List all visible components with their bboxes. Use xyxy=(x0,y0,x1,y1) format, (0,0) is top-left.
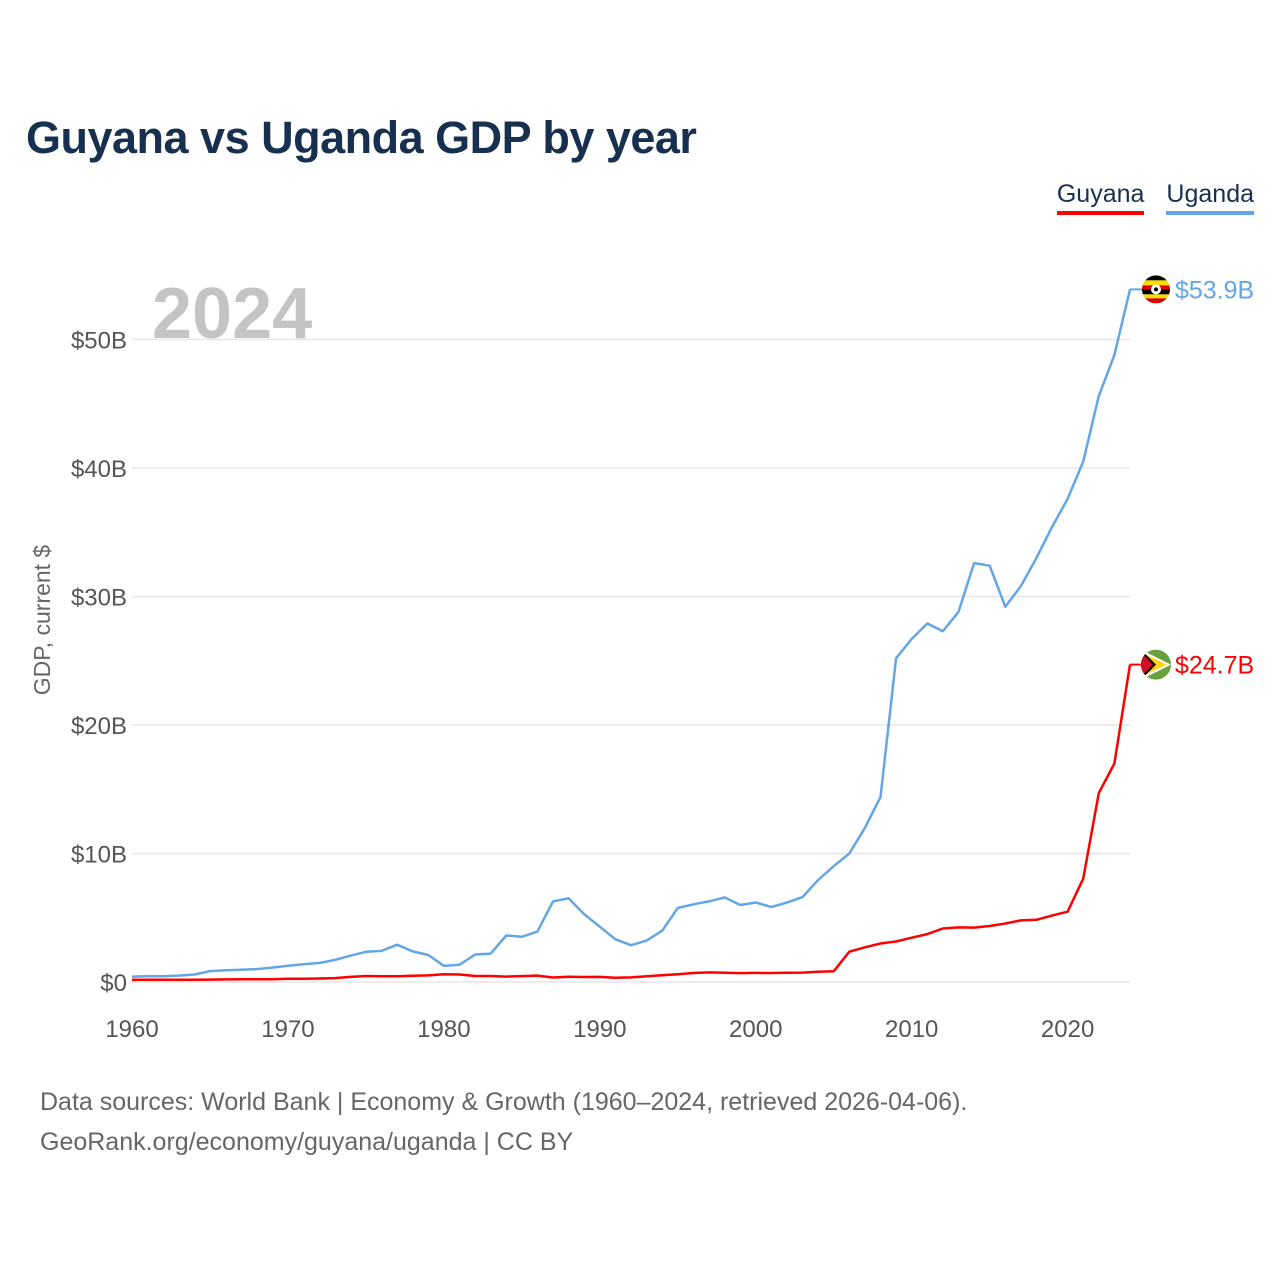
y-tick-label: $10B xyxy=(71,842,127,869)
y-axis-ticks: $0 $10B $20B $30B $40B $50B xyxy=(71,328,127,998)
y-tick-label: $20B xyxy=(71,713,127,740)
y-tick-label: $0 xyxy=(100,970,127,997)
legend-item-uganda[interactable]: Uganda xyxy=(1166,180,1254,215)
x-tick-label: 1980 xyxy=(417,1016,470,1043)
guyana-flag-icon xyxy=(1141,649,1171,680)
x-tick-label: 1990 xyxy=(573,1016,626,1043)
series-line-guyana[interactable] xyxy=(131,664,1132,982)
uganda-flag-icon xyxy=(1142,275,1170,304)
gdp-line-chart: 2024 $0 $10B $20B $30B $40B $50B 1960 1970 1980… xyxy=(29,274,1254,1043)
footer-sources: Data sources: World Bank | Economy & Gro… xyxy=(40,1088,968,1116)
x-tick-label: 2000 xyxy=(729,1016,782,1043)
y-tick-label: $30B xyxy=(71,585,127,612)
series-layer xyxy=(131,288,1144,982)
chart-title: Guyana vs Uganda GDP by year xyxy=(26,112,697,163)
x-tick-label: 1960 xyxy=(105,1016,158,1043)
y-tick-label: $40B xyxy=(71,456,127,483)
x-tick-label: 2020 xyxy=(1041,1016,1094,1043)
footer-attribution-link[interactable]: GeoRank.org/economy/guyana/uganda | CC B… xyxy=(40,1128,574,1156)
year-watermark: 2024 xyxy=(152,274,312,354)
end-markers: $53.9B $24.7B xyxy=(1141,275,1254,680)
grid-layer xyxy=(132,338,1130,983)
y-tick-label: $50B xyxy=(71,328,127,355)
end-label-guyana: $24.7B xyxy=(1175,652,1254,680)
series-line-uganda[interactable] xyxy=(131,289,1132,978)
y-axis-label: GDP, current $ xyxy=(29,545,55,696)
x-axis-ticks: 1960 1970 1980 1990 2000 2010 2020 xyxy=(105,1016,1094,1043)
end-label-uganda: $53.9B xyxy=(1175,276,1254,304)
footer: Data sources: World Bank | Economy & Gro… xyxy=(40,1082,967,1162)
legend: Guyana Uganda xyxy=(1056,180,1254,215)
x-tick-label: 1970 xyxy=(261,1016,314,1043)
x-tick-label: 2010 xyxy=(885,1016,938,1043)
legend-item-guyana[interactable]: Guyana xyxy=(1056,180,1145,215)
